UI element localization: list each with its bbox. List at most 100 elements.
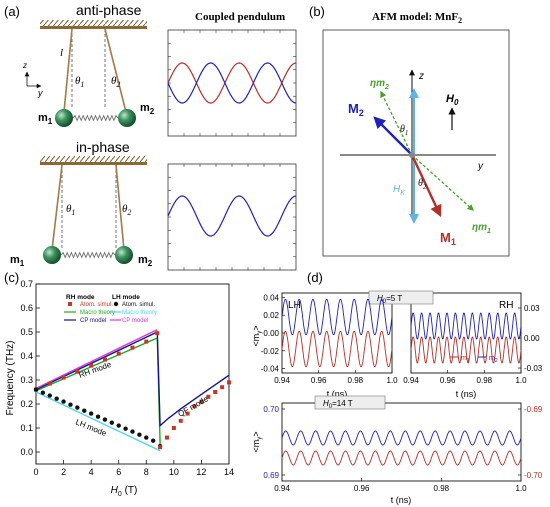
series-marker [82,408,87,413]
legend-rh-atom: Atom. simul. [80,302,113,308]
x-tick-label: 12 [196,467,206,477]
series-marker [40,390,46,395]
coupled-pendulum-title: Coupled pendulum [195,11,285,23]
series-marker [185,411,190,416]
y-tick-label: 0.6 [20,303,33,313]
freq-series [33,328,231,452]
m1-label-in: m1 [10,254,25,268]
wave-m1 [281,450,522,466]
series-marker [95,414,101,419]
bottom-xlabel: t (ns) [391,495,412,505]
string-left-in [51,164,63,251]
series-marker [116,423,121,428]
ceiling-bottom [40,162,147,165]
eta-m1-vector [411,154,474,211]
in-phase-ticks [168,164,296,270]
y-tick-label: 0.02 [263,311,279,320]
x-tick-label: 0 [33,467,38,477]
series-marker [109,420,115,425]
in-phase-wave-box [167,163,297,271]
anti-phase-wave-box [167,29,297,137]
series-marker [61,399,66,404]
series-marker [137,432,142,437]
m1-vector-label: M1 [440,230,456,247]
theta2-label-in: θ2 [122,203,131,217]
x-tick-label: 0.98 [477,376,493,385]
bottom-plot-series [281,430,522,466]
mass-m2-anti [118,109,136,127]
lh-xlabel: t (ns) [327,389,348,399]
y-tick-label: 0.7 [20,279,33,289]
panel-b-title: AFM model: MnF2 [372,11,462,25]
panel-b-label: (b) [309,4,325,19]
theta2-label-b: θ2 [418,178,427,191]
y-tick-label: 0.03 [524,304,540,313]
series-marker [75,405,80,410]
x-tick-label: 6 [116,467,121,477]
theta1-label-anti: θ1 [75,75,84,89]
x-tick-label: 1.0 [515,484,527,493]
x-tick-label: 0.96 [354,484,370,493]
m1-vector [410,154,442,218]
rh-xlabel: t (ns) [456,389,477,399]
y-tick-label: 0.0 [20,447,33,457]
wave-m1 [281,330,393,368]
freq-ticks: 0 2 4 6 8 10 12 14 0.0 0.1 0.2 0.3 0.4 0.5 0.6 0.7 [20,279,234,477]
y-tick-label: 0.00 [263,329,279,338]
y-tick-label: -0.03 [524,364,543,373]
qf-mode-annotation: QF mode [177,394,211,419]
series-marker [47,393,52,398]
series-marker [164,435,169,440]
wave-m1 [410,336,522,364]
spring-anti [72,114,119,122]
h14-tag-text: H0=14 T [323,399,353,410]
x-tick-label: 0.98 [348,376,364,385]
mass-m1-anti [55,109,73,127]
x-tick-label: 10 [169,467,179,477]
x-tick-label: 2 [61,467,66,477]
y-tick-label: -0.69 [524,405,543,414]
y-tick-label: -0.04 [261,365,280,374]
y-tick-label: 0.04 [263,293,279,302]
y-tick-label: 0.00 [524,334,540,343]
y-tick-label: 0.70 [263,405,279,414]
axis-z-label: z [22,61,27,70]
series-marker [199,399,204,404]
rh-mode-annotation: RH mode [78,360,113,380]
series-line [35,391,161,452]
series-marker [144,339,149,344]
legend-lh-macro: Macro theory [122,310,157,316]
panel-a-label: (a) [4,4,20,19]
series-marker [155,331,160,336]
mass-m2-in [115,246,133,264]
series-line [35,330,230,428]
anti-phase-ticks [168,30,296,136]
afm-origin [409,152,415,158]
series-marker [47,381,52,386]
freq-plot-frame [35,283,230,465]
afm-box [322,29,510,257]
wave-m2 [281,430,522,446]
wave-m2 [281,298,393,336]
series-marker [61,375,66,380]
legend-rh-atom-marker [68,302,72,306]
wave-m2 [410,312,522,340]
y-tick-label: 0.69 [263,471,279,480]
rh-plot-label: RH [499,300,513,311]
x-tick-label: 0.94 [274,376,290,385]
eta-m2-label: ηm2 [370,78,389,91]
h5-tag-text: H0=5 T [377,294,402,305]
bottom-plot-ticks: 0.70 0.69 -0.69 -0.70 0.94 0.96 0.98 1.0 [263,405,542,493]
y-tick-label: 0.5 [20,327,33,337]
string-right-anti [104,28,127,113]
series-marker [33,387,39,392]
panel-a: (a) anti-phase Coupled pendulum l θ1 θ2 … [4,2,297,271]
theta1-label-in: θ1 [66,203,75,217]
legend-rh-macro: Macro theory [80,310,115,316]
series-marker [192,404,197,409]
m2-vector [373,116,413,156]
series-marker [102,357,107,362]
freq-xlabel: H0 (T) [111,485,138,498]
x-tick-label: 1.0 [386,376,398,385]
